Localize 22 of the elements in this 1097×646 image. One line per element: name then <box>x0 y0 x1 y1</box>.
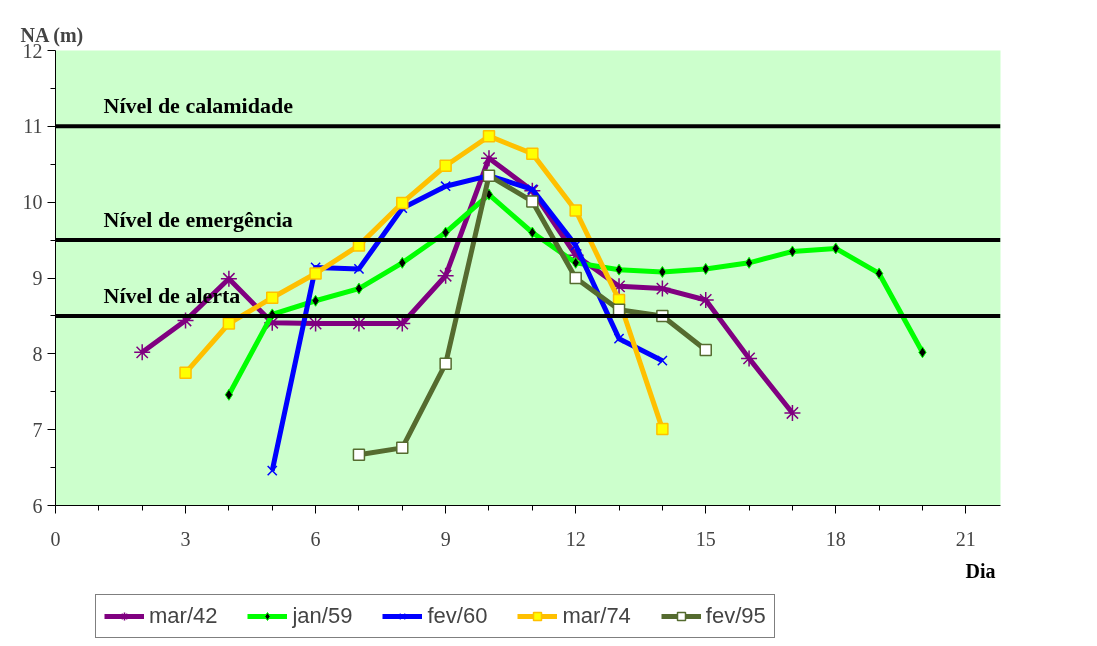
x-axis-title: Dia <box>965 559 996 582</box>
y-tick-label: 7 <box>32 418 43 441</box>
x-tick-label: 21 <box>955 527 976 550</box>
x-tick-label: 3 <box>180 527 191 550</box>
legend-label: fev/60 <box>427 603 488 629</box>
y-tick-label: 8 <box>32 342 43 365</box>
x-tick-label: 6 <box>310 527 321 550</box>
legend-label: jan/59 <box>292 603 353 629</box>
y-tick-label: 6 <box>32 494 43 517</box>
legend-label: fev/95 <box>705 603 766 629</box>
x-tick-label: 15 <box>695 527 716 550</box>
y-tick-label: 10 <box>22 191 43 214</box>
x-tick-label: 12 <box>565 527 586 550</box>
legend-label: mar/42 <box>149 603 218 629</box>
x-tick-label: 18 <box>825 527 846 550</box>
ref-line-label: Nível de calamidade <box>103 93 294 119</box>
x-tick-label: 9 <box>440 527 451 550</box>
y-tick-label: 11 <box>23 115 43 138</box>
ref-line-label: Nível de emergência <box>103 207 293 233</box>
legend-label: mar/74 <box>562 603 631 629</box>
y-tick-label: 9 <box>32 267 43 289</box>
x-tick-label: 0 <box>50 527 61 550</box>
